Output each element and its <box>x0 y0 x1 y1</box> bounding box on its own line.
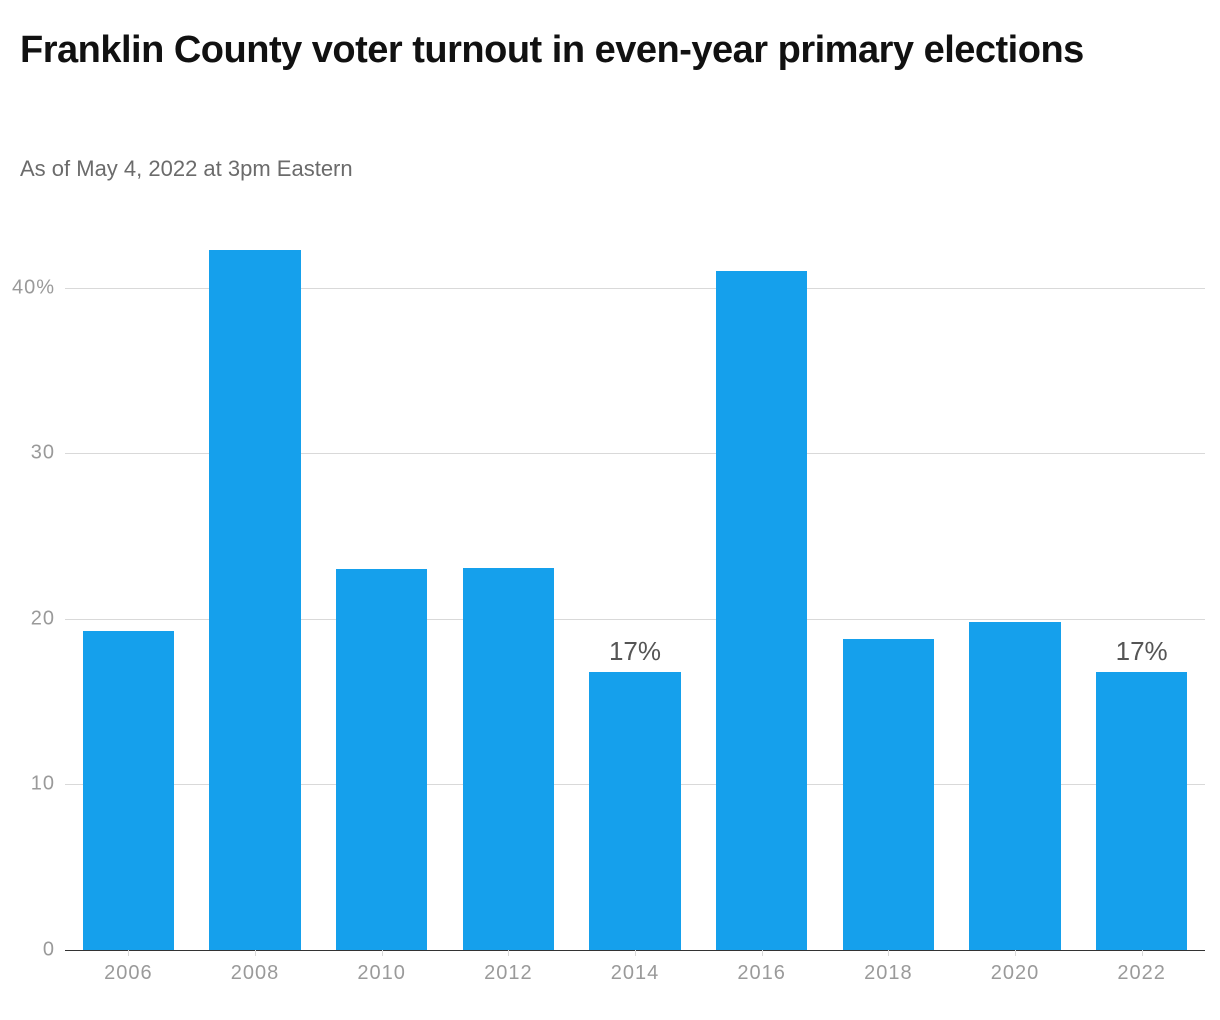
x-axis-tick-label: 2012 <box>484 962 533 985</box>
bar <box>336 569 427 950</box>
chart-title: Franklin County voter turnout in even-ye… <box>20 28 1200 74</box>
x-axis-tick-mark <box>888 950 889 956</box>
x-axis-tick-mark <box>762 950 763 956</box>
bar <box>209 250 300 950</box>
x-axis-tick-mark <box>508 950 509 956</box>
y-axis-tick-label: 40% <box>12 276 65 299</box>
chart-plot-area: 010203040%200620082010201220142016201820… <box>65 230 1205 950</box>
x-axis-tick-mark <box>635 950 636 956</box>
y-axis-tick-label: 0 <box>43 939 65 962</box>
bar <box>83 631 174 950</box>
chart-page: Franklin County voter turnout in even-ye… <box>0 0 1220 1020</box>
bar-value-label: 17% <box>609 636 661 667</box>
x-axis-tick-label: 2010 <box>357 962 406 985</box>
x-axis-tick-label: 2022 <box>1117 962 1166 985</box>
x-axis-tick-mark <box>128 950 129 956</box>
bar-value-label: 17% <box>1116 636 1168 667</box>
y-axis-tick-label: 20 <box>31 607 65 630</box>
y-axis-tick-label: 10 <box>31 773 65 796</box>
bar <box>716 271 807 950</box>
x-axis-tick-mark <box>382 950 383 956</box>
x-axis-tick-mark <box>255 950 256 956</box>
bar <box>1096 672 1187 950</box>
bar <box>969 622 1060 950</box>
bar <box>589 672 680 950</box>
x-axis-tick-label: 2014 <box>611 962 660 985</box>
x-axis-tick-label: 2016 <box>737 962 786 985</box>
x-axis-tick-label: 2020 <box>991 962 1040 985</box>
x-axis-tick-mark <box>1142 950 1143 956</box>
bar <box>463 568 554 950</box>
x-axis-tick-label: 2006 <box>104 962 153 985</box>
x-axis-tick-mark <box>1015 950 1016 956</box>
x-axis-tick-label: 2008 <box>231 962 280 985</box>
bar <box>843 639 934 950</box>
x-axis-tick-label: 2018 <box>864 962 913 985</box>
chart-subtitle: As of May 4, 2022 at 3pm Eastern <box>20 156 353 182</box>
y-axis-tick-label: 30 <box>31 442 65 465</box>
